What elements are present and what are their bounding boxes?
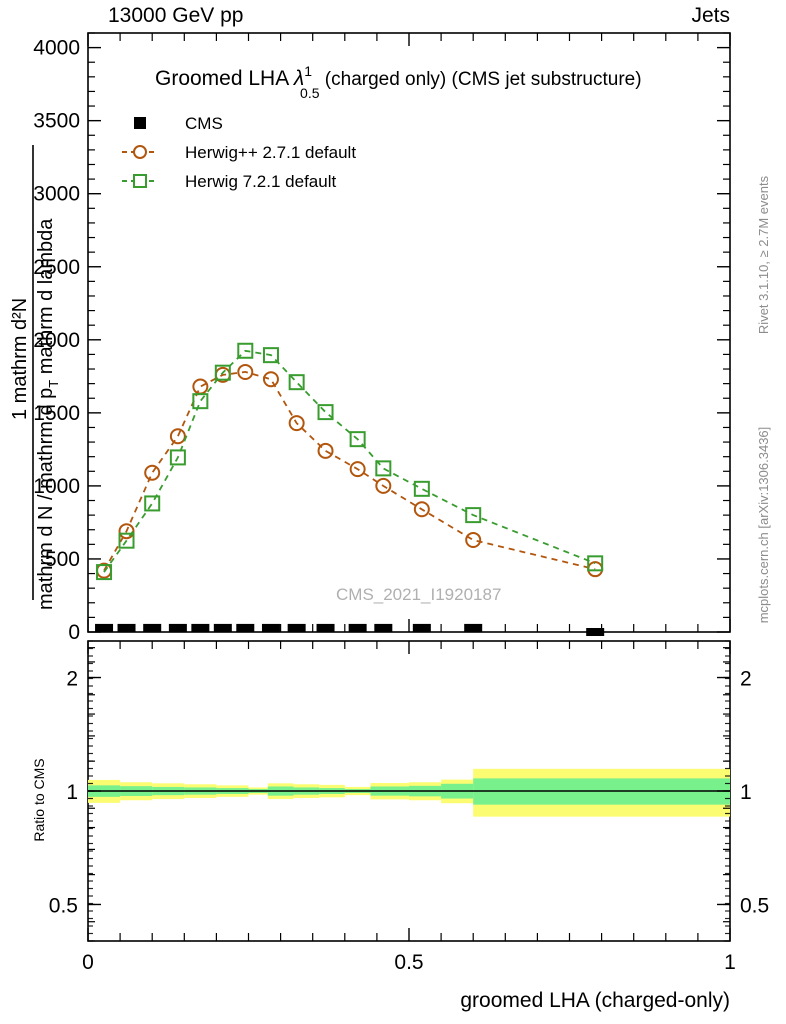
- y-axis-title-numerator: 1 mathrm d²N: [9, 298, 31, 420]
- legend-label: Herwig 7.2.1 default: [185, 172, 336, 191]
- data-marker-cms: [168, 623, 187, 632]
- x-tick-label: 0: [82, 951, 94, 974]
- x-axis-title: groomed LHA (charged-only): [460, 989, 730, 1012]
- ratio-y-tick-label-right: 1: [740, 781, 752, 804]
- ratio-y-tick-label: 1: [66, 781, 78, 804]
- data-marker-open-circle: [169, 428, 186, 445]
- legend-marker-filled-square: [134, 117, 146, 129]
- data-marker-cms: [143, 623, 162, 632]
- ratio-y-tick-label-right: 2: [740, 668, 752, 691]
- side-label-rivet: Rivet 3.1.10, ≥ 2.7M events: [756, 175, 771, 334]
- data-marker-open-circle: [349, 461, 366, 478]
- legend-label: Herwig++ 2.7.1 default: [185, 143, 356, 162]
- data-marker-open-circle: [288, 415, 305, 432]
- data-marker-open-circle: [118, 523, 135, 540]
- data-marker-open-circle: [262, 371, 279, 388]
- y-tick-label: 2000: [33, 329, 80, 352]
- data-marker-open-square: [413, 480, 430, 497]
- data-marker-open-square: [262, 347, 279, 364]
- data-marker-open-circle: [317, 442, 334, 459]
- data-marker-open-square: [192, 393, 209, 410]
- data-marker-open-square: [349, 431, 366, 448]
- legend-marker-open-circle: [133, 145, 147, 159]
- y-tick-label: 0: [68, 621, 80, 644]
- legend-entry: [134, 117, 146, 129]
- header-right-label: Jets: [691, 4, 730, 27]
- data-marker-cms: [287, 623, 306, 632]
- plot-title: Groomed LHA λ1 0.5 (charged only) (CMS je…: [155, 63, 642, 101]
- data-marker-cms: [464, 623, 483, 632]
- y-tick-label: 2500: [33, 256, 80, 279]
- data-marker-cms: [412, 623, 431, 632]
- data-marker-open-square: [144, 495, 161, 512]
- data-marker-open-square: [214, 364, 231, 381]
- series-line: [103, 370, 596, 572]
- series-line: [103, 349, 596, 573]
- y-tick-label: 1000: [33, 475, 80, 498]
- data-marker-open-circle: [413, 501, 430, 518]
- data-marker-open-square: [96, 564, 113, 581]
- data-marker-cms: [236, 623, 255, 632]
- data-marker-cms: [316, 623, 335, 632]
- data-marker-open-square: [587, 555, 604, 572]
- data-marker-open-square: [317, 404, 334, 421]
- y-axis-title-denominator: mathrm d N / mathrm d pT mathrm d lambda: [35, 218, 61, 610]
- data-marker-open-circle: [192, 378, 209, 395]
- y-tick-label: 3500: [33, 110, 80, 133]
- x-tick-label: 0.5: [394, 951, 423, 974]
- ratio-y-tick-label: 2: [66, 668, 78, 691]
- data-marker-cms: [348, 623, 367, 632]
- data-marker-cms: [95, 623, 114, 632]
- ratio-y-tick-label: 0.5: [49, 894, 78, 917]
- header-left-label: 13000 GeV pp: [108, 4, 243, 27]
- plot-title-text: Groomed LHA λ1 0.5 (charged only) (CMS je…: [155, 63, 642, 101]
- side-label-mcplots: mcplots.cern.ch [arXiv:1306.3436]: [756, 427, 771, 624]
- data-marker-open-square: [169, 449, 186, 466]
- data-marker-cms: [261, 623, 280, 632]
- data-marker-open-circle: [144, 464, 161, 481]
- watermark-text: CMS_2021_I1920187: [336, 585, 501, 604]
- legend-marker-open-square: [133, 174, 147, 188]
- y-tick-label: 500: [45, 548, 80, 571]
- data-marker-cms: [374, 623, 393, 632]
- x-tick-label: 1: [724, 951, 736, 974]
- data-marker-cms: [191, 623, 210, 632]
- data-marker-open-circle: [237, 363, 254, 380]
- y-tick-label: 4000: [33, 37, 80, 60]
- data-marker-open-square: [118, 532, 135, 549]
- data-marker-open-circle: [465, 531, 482, 548]
- data-marker-open-square: [465, 507, 482, 524]
- data-marker-open-square: [288, 374, 305, 391]
- ratio-axis-title: Ratio to CMS: [31, 758, 47, 841]
- legend-entry: [122, 145, 158, 159]
- title-main: Groomed LHA: [155, 67, 294, 90]
- y-tick-label: 3000: [33, 183, 80, 206]
- data-marker-open-circle: [375, 477, 392, 494]
- data-marker-cms: [213, 623, 232, 632]
- y-tick-label: 1500: [33, 402, 80, 425]
- data-marker-cms: [117, 623, 136, 632]
- data-marker-open-square: [237, 342, 254, 359]
- data-marker-open-square: [375, 460, 392, 477]
- ratio-y-tick-label-right: 0.5: [740, 894, 769, 917]
- legend-label: CMS: [185, 114, 223, 133]
- legend-entry: [122, 174, 158, 188]
- data-marker-cms: [586, 628, 605, 636]
